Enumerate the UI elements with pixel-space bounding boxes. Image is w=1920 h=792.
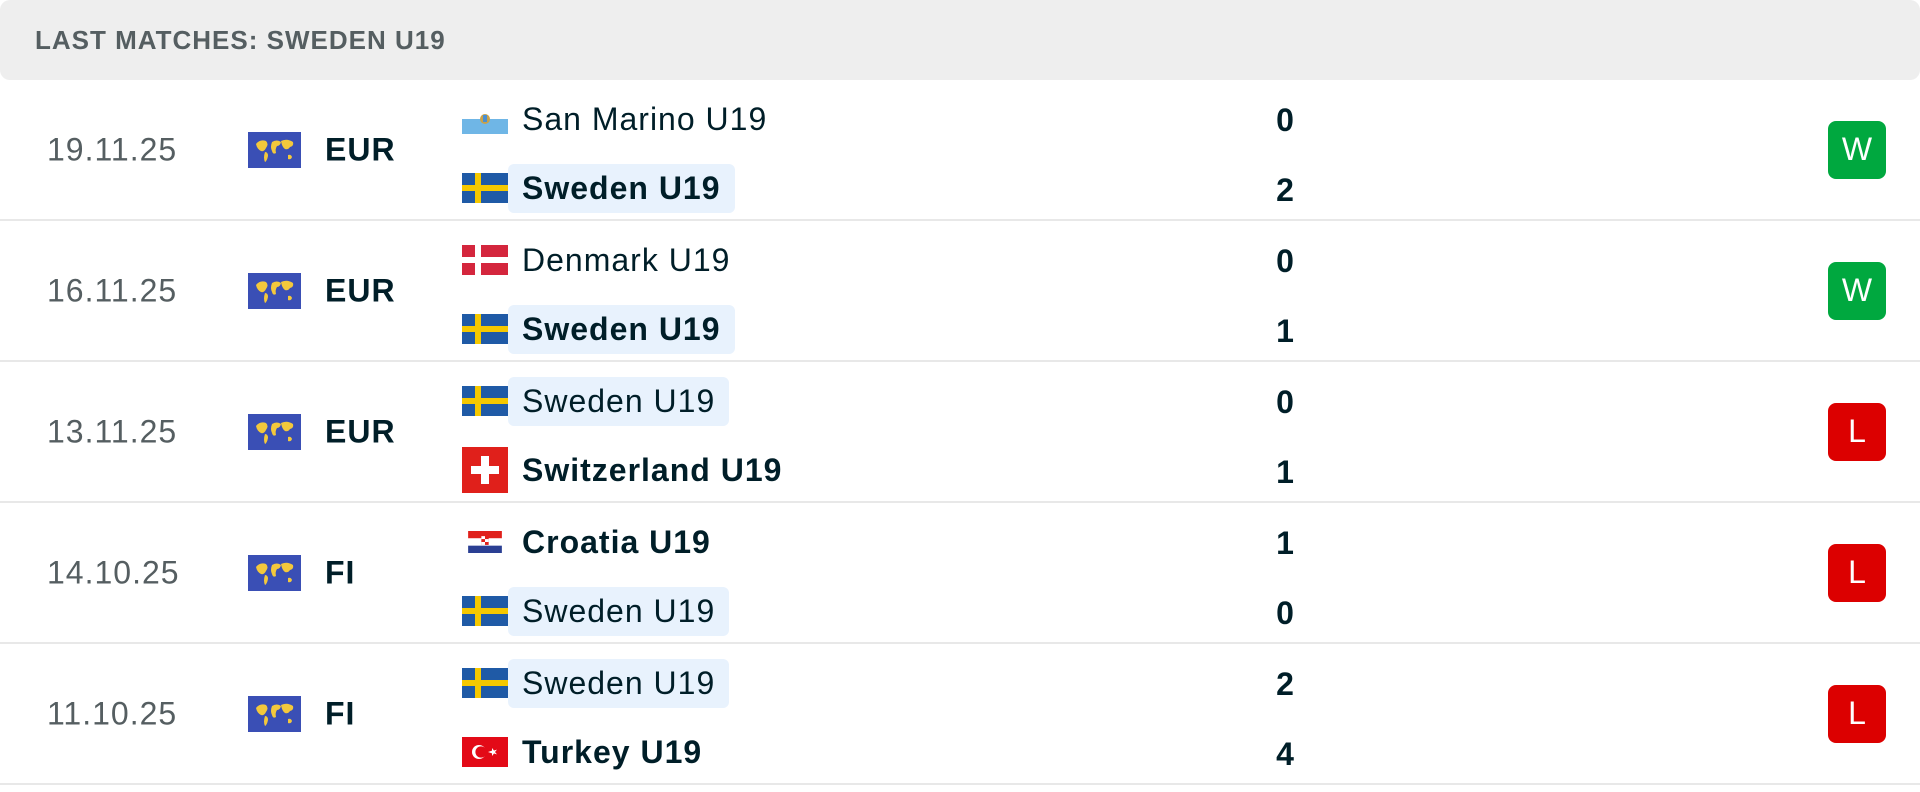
- away-team[interactable]: Sweden U19: [462, 303, 735, 355]
- away-score: 1: [1276, 313, 1294, 349]
- match-row[interactable]: 13.11.25 EUR Sweden U19 Switzerland U19 …: [0, 362, 1920, 503]
- san-marino-flag-icon: [462, 104, 508, 134]
- competition-name: EUR: [325, 272, 396, 308]
- away-team[interactable]: Turkey U19: [462, 726, 716, 778]
- sweden-flag-icon: [462, 314, 508, 344]
- team-name: Sweden U19: [508, 376, 730, 426]
- result-badge: L: [1828, 543, 1886, 602]
- team-name: Sweden U19: [508, 658, 730, 708]
- competition-name: EUR: [325, 413, 396, 449]
- sweden-flag-icon: [462, 386, 508, 416]
- away-team[interactable]: Sweden U19: [462, 162, 735, 214]
- match-row[interactable]: 16.11.25 EUR Denmark U19 Sweden U19 0 1 …: [0, 221, 1920, 362]
- home-score: 0: [1276, 102, 1294, 138]
- result-badge: W: [1828, 261, 1886, 320]
- team-name: Turkey U19: [522, 733, 703, 770]
- home-score: 2: [1276, 666, 1294, 702]
- switzerland-flag-icon: [462, 447, 508, 493]
- team-name: Sweden U19: [508, 586, 730, 636]
- away-score: 1: [1276, 454, 1294, 490]
- world-map-icon: [248, 695, 301, 732]
- home-score: 0: [1276, 384, 1294, 420]
- match-row[interactable]: 14.10.25 FI Croatia U19 Sweden U19 1 0 L: [0, 503, 1920, 644]
- world-map-icon: [248, 272, 301, 309]
- home-team[interactable]: Croatia U19: [462, 516, 725, 568]
- home-score: 0: [1276, 243, 1294, 279]
- home-team[interactable]: San Marino U19: [462, 93, 781, 145]
- match-row[interactable]: 19.11.25 EUR San Marino U19 Sweden U19 0…: [0, 80, 1920, 221]
- away-team[interactable]: Sweden U19: [462, 585, 730, 637]
- competition-name: FI: [325, 695, 356, 731]
- sweden-flag-icon: [462, 668, 508, 698]
- match-date: 14.10.25: [47, 554, 180, 590]
- match-date: 11.10.25: [47, 695, 178, 731]
- match-date: 13.11.25: [47, 413, 178, 449]
- match-row[interactable]: 11.10.25 FI Sweden U19 Turkey U19 2 4 L: [0, 644, 1920, 785]
- away-score: 0: [1276, 595, 1294, 631]
- match-list: 19.11.25 EUR San Marino U19 Sweden U19 0…: [0, 80, 1920, 785]
- team-name: Switzerland U19: [522, 451, 783, 488]
- world-map-icon: [248, 413, 301, 450]
- away-score: 2: [1276, 172, 1294, 208]
- team-name: Sweden U19: [508, 163, 735, 213]
- denmark-flag-icon: [462, 245, 508, 275]
- sweden-flag-icon: [462, 596, 508, 626]
- turkey-flag-icon: [462, 737, 508, 767]
- team-name: Sweden U19: [508, 304, 735, 354]
- home-score: 1: [1276, 525, 1294, 561]
- sweden-flag-icon: [462, 173, 508, 203]
- world-map-icon: [248, 554, 301, 591]
- section-header: LAST MATCHES: SWEDEN U19: [0, 0, 1920, 80]
- competition-name: EUR: [325, 131, 396, 167]
- team-name: Croatia U19: [522, 523, 711, 560]
- team-name: San Marino U19: [522, 100, 768, 137]
- away-score: 4: [1276, 736, 1294, 772]
- home-team[interactable]: Sweden U19: [462, 657, 730, 709]
- result-badge: L: [1828, 684, 1886, 743]
- match-date: 19.11.25: [47, 131, 178, 167]
- result-badge: L: [1828, 402, 1886, 461]
- home-team[interactable]: Denmark U19: [462, 234, 744, 286]
- competition-name: FI: [325, 554, 356, 590]
- result-badge: W: [1828, 120, 1886, 179]
- match-date: 16.11.25: [47, 272, 178, 308]
- section-title: LAST MATCHES: SWEDEN U19: [35, 24, 446, 55]
- world-map-icon: [248, 131, 301, 168]
- home-team[interactable]: Sweden U19: [462, 375, 730, 427]
- away-team[interactable]: Switzerland U19: [462, 444, 796, 496]
- team-name: Denmark U19: [522, 241, 731, 278]
- croatia-flag-icon: [468, 531, 502, 553]
